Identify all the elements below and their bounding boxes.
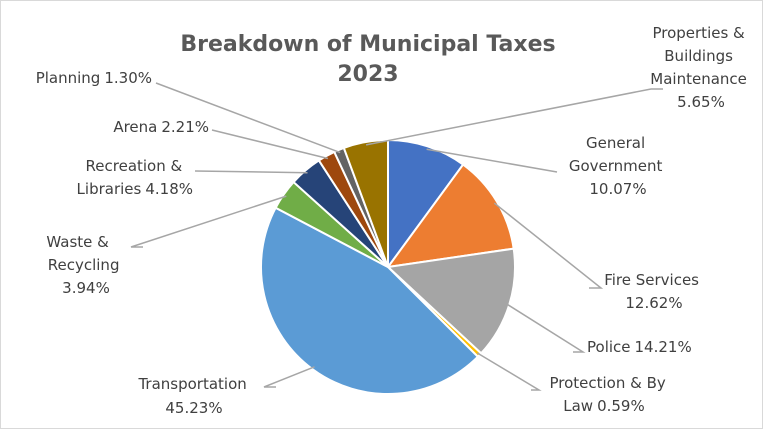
data-label-planning: Planning 1.30%	[36, 69, 152, 87]
pie-slice-fire-services	[385, 163, 515, 269]
data-label-fire-services: Fire Services 12.62%	[604, 271, 704, 312]
leader-line-general-government	[426, 148, 558, 173]
data-label-protection-by-law: Protection & By Law 0.59%	[549, 374, 670, 415]
data-label-arena: Arena 2.21%	[113, 118, 209, 136]
pie-slices	[260, 138, 516, 395]
data-label-transportation: Transportation 45.23%	[137, 375, 251, 417]
data-label-waste-recycling: Waste & Recycling 3.94%	[46, 233, 124, 297]
leader-line-transportation	[263, 366, 315, 388]
data-label-properties-buildings-maintenance: Properties & Buildings Maintenance 5.65%	[650, 24, 751, 111]
pie-slice-police	[385, 247, 516, 355]
data-label-recreation-libraries: Recreation & Libraries 4.18%	[77, 157, 193, 198]
pie-slice-transportation	[260, 206, 480, 395]
chart-title: Breakdown of Municipal Taxes	[180, 32, 555, 57]
chart-subtitle: 2023	[337, 62, 398, 87]
leader-lines	[130, 82, 663, 391]
leader-line-planning	[155, 82, 341, 154]
leader-line-properties-buildings-maintenance	[365, 88, 663, 146]
leader-line-protection-by-law	[476, 352, 542, 391]
leader-line-recreation-libraries	[194, 170, 308, 174]
leader-line-fire-services	[493, 202, 604, 289]
data-label-general-government: General Government 10.07%	[569, 134, 667, 198]
leader-line-police	[506, 303, 586, 353]
leader-line-arena	[211, 129, 329, 160]
data-label-police: Police 14.21%	[587, 338, 692, 356]
leader-line-waste-recycling	[130, 195, 287, 248]
